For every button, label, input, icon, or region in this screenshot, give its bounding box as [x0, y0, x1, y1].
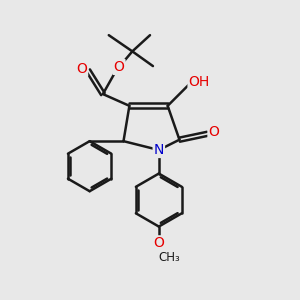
Text: O: O — [76, 62, 87, 76]
Text: O: O — [153, 236, 164, 250]
Text: N: N — [154, 143, 164, 157]
Text: CH₃: CH₃ — [158, 251, 180, 264]
Text: O: O — [208, 125, 219, 139]
Text: OH: OH — [188, 75, 210, 89]
Text: O: O — [114, 60, 124, 74]
